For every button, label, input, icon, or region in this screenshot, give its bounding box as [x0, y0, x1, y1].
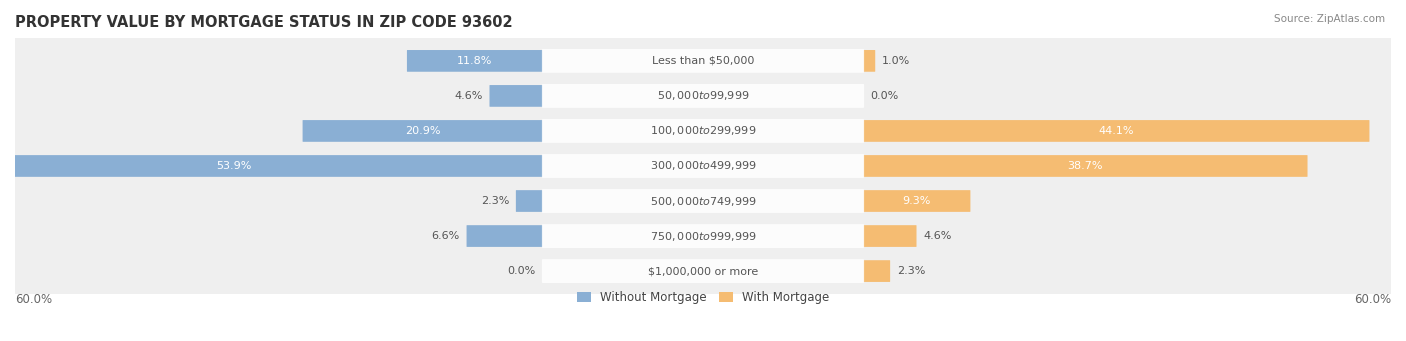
FancyBboxPatch shape — [863, 260, 890, 282]
FancyBboxPatch shape — [13, 143, 1393, 189]
FancyBboxPatch shape — [863, 155, 1308, 177]
Text: 4.6%: 4.6% — [454, 91, 482, 101]
Text: 9.3%: 9.3% — [903, 196, 931, 206]
Text: $100,000 to $299,999: $100,000 to $299,999 — [650, 124, 756, 137]
FancyBboxPatch shape — [516, 190, 543, 212]
FancyBboxPatch shape — [13, 178, 1393, 224]
Text: 60.0%: 60.0% — [1354, 293, 1391, 306]
Legend: Without Mortgage, With Mortgage: Without Mortgage, With Mortgage — [572, 286, 834, 308]
FancyBboxPatch shape — [0, 155, 543, 177]
FancyBboxPatch shape — [863, 50, 875, 72]
FancyBboxPatch shape — [541, 259, 865, 283]
FancyBboxPatch shape — [541, 189, 865, 213]
Text: 20.9%: 20.9% — [405, 126, 440, 136]
Text: $300,000 to $499,999: $300,000 to $499,999 — [650, 160, 756, 173]
Text: 11.8%: 11.8% — [457, 56, 492, 66]
FancyBboxPatch shape — [13, 73, 1393, 119]
Text: $1,000,000 or more: $1,000,000 or more — [648, 266, 758, 276]
Text: $500,000 to $749,999: $500,000 to $749,999 — [650, 194, 756, 208]
FancyBboxPatch shape — [302, 120, 543, 142]
Text: PROPERTY VALUE BY MORTGAGE STATUS IN ZIP CODE 93602: PROPERTY VALUE BY MORTGAGE STATUS IN ZIP… — [15, 15, 513, 30]
Text: 6.6%: 6.6% — [432, 231, 460, 241]
FancyBboxPatch shape — [13, 108, 1393, 154]
Text: 60.0%: 60.0% — [15, 293, 52, 306]
Text: 4.6%: 4.6% — [924, 231, 952, 241]
FancyBboxPatch shape — [863, 120, 1369, 142]
FancyBboxPatch shape — [406, 50, 543, 72]
Text: 0.0%: 0.0% — [508, 266, 536, 276]
FancyBboxPatch shape — [13, 248, 1393, 294]
FancyBboxPatch shape — [541, 154, 865, 178]
FancyBboxPatch shape — [13, 38, 1393, 84]
FancyBboxPatch shape — [489, 85, 543, 107]
FancyBboxPatch shape — [541, 84, 865, 108]
FancyBboxPatch shape — [541, 224, 865, 248]
Text: $750,000 to $999,999: $750,000 to $999,999 — [650, 229, 756, 242]
FancyBboxPatch shape — [541, 119, 865, 143]
Text: 2.3%: 2.3% — [481, 196, 509, 206]
FancyBboxPatch shape — [467, 225, 543, 247]
Text: Less than $50,000: Less than $50,000 — [652, 56, 754, 66]
Text: $50,000 to $99,999: $50,000 to $99,999 — [657, 89, 749, 102]
FancyBboxPatch shape — [541, 49, 865, 73]
Text: 0.0%: 0.0% — [870, 91, 898, 101]
FancyBboxPatch shape — [13, 213, 1393, 259]
FancyBboxPatch shape — [863, 190, 970, 212]
Text: 44.1%: 44.1% — [1098, 126, 1135, 136]
FancyBboxPatch shape — [863, 225, 917, 247]
Text: Source: ZipAtlas.com: Source: ZipAtlas.com — [1274, 14, 1385, 24]
Text: 53.9%: 53.9% — [215, 161, 252, 171]
Text: 2.3%: 2.3% — [897, 266, 925, 276]
Text: 1.0%: 1.0% — [882, 56, 910, 66]
Text: 38.7%: 38.7% — [1067, 161, 1104, 171]
